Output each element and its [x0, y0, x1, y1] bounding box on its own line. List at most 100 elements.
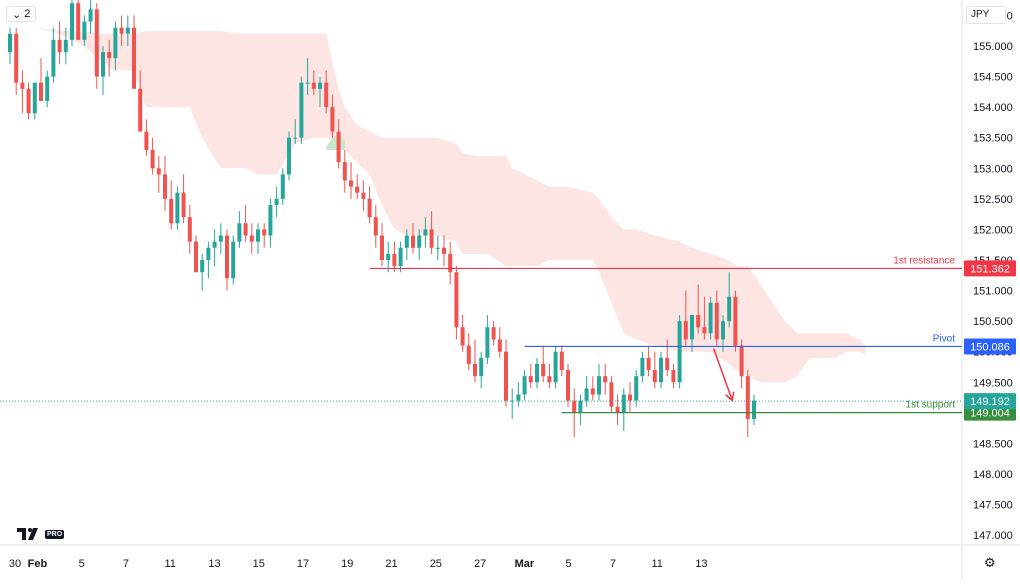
candle-body [237, 223, 242, 242]
candle-body [268, 204, 273, 236]
candle-body [349, 180, 353, 187]
candle-body [361, 192, 366, 199]
candle-body [652, 370, 657, 383]
candle-body [628, 394, 632, 401]
price-tick-label: 152.000 [973, 224, 1013, 236]
candle-body [547, 376, 552, 383]
candle-body [578, 400, 583, 413]
candle-body [714, 302, 719, 340]
level-price-tag-bg [964, 260, 1016, 277]
time-tick-label: 5 [79, 558, 85, 570]
level-label: 1st support [906, 400, 956, 411]
candle-body [212, 241, 217, 248]
price-tick-label: 150.500 [973, 316, 1013, 328]
candle-body [194, 241, 198, 273]
time-tick-label: 30 [9, 558, 21, 570]
price-tick-label: 154.500 [973, 72, 1013, 84]
time-tick-label: Mar [515, 558, 535, 570]
ichimoku-cloud [10, 27, 866, 383]
candle-body [597, 376, 601, 395]
candle-body [485, 327, 490, 358]
currency-selector[interactable]: JPY [966, 6, 1006, 24]
candle-body [63, 39, 68, 53]
candle-body [45, 76, 50, 102]
candle-body [584, 388, 589, 401]
candle-body [231, 241, 236, 279]
candle-body [26, 88, 31, 114]
candle-body [553, 351, 558, 383]
candle-body [590, 388, 595, 395]
candle-body [336, 131, 341, 163]
level-label: Pivot [933, 333, 955, 344]
time-tick-label: 27 [474, 558, 486, 570]
candle-body [82, 21, 87, 40]
candle-body [392, 253, 397, 267]
candle-body [640, 357, 645, 377]
price-tick-label: 154.000 [973, 102, 1013, 114]
time-tick-label: 7 [123, 558, 129, 570]
candle-body [516, 394, 521, 401]
candle-body [721, 321, 725, 340]
time-tick-label: 13 [208, 558, 220, 570]
candle-body [479, 357, 484, 377]
candle-body [311, 82, 316, 89]
candle-body [745, 376, 750, 419]
collapse-indicators-button[interactable]: ⌄ 2 [6, 6, 37, 22]
candle-body [702, 327, 707, 334]
time-tick-label: 11 [164, 558, 175, 570]
candle-body [187, 217, 192, 242]
candle-body [435, 247, 440, 249]
candle-body [429, 229, 434, 248]
candle-body [733, 296, 738, 346]
candle-body [621, 394, 626, 413]
candle-body [293, 137, 298, 139]
candle-body [169, 198, 174, 224]
candle-body [94, 9, 99, 77]
price-tick-label: 152.500 [973, 194, 1013, 206]
candle-body [423, 229, 428, 236]
candle-body [665, 357, 670, 371]
candle-body [448, 253, 453, 273]
candle-body [386, 253, 391, 260]
settings-icon[interactable]: ⚙ [984, 555, 996, 570]
time-tick-label: 7 [610, 558, 616, 570]
current-price-tag: 149.192 [970, 396, 1010, 408]
candle-body [559, 351, 564, 371]
candle-body [101, 52, 105, 77]
level-label: 1st resistance [893, 255, 955, 266]
candle-body [535, 363, 539, 383]
candle-body [609, 382, 614, 407]
candle-body [181, 192, 186, 218]
pro-badge: PRO [45, 529, 65, 539]
candles [8, 0, 756, 438]
candle-body [132, 27, 136, 89]
candle-body [411, 235, 415, 248]
candle-body [138, 88, 143, 132]
time-tick-label: 5 [566, 558, 572, 570]
candle-body [634, 376, 639, 401]
candle-body [113, 27, 118, 59]
forecast-arrow-head [725, 391, 735, 403]
candle-body [324, 82, 329, 108]
tradingview-icon [17, 528, 38, 540]
candle-body [256, 229, 260, 242]
candle-body [32, 82, 37, 114]
candle-body [51, 39, 56, 77]
candle-body [528, 376, 533, 383]
candle-body [20, 82, 25, 89]
candle-body [249, 235, 254, 242]
price-tick-label: 149.500 [973, 377, 1013, 389]
time-tick-label: 25 [430, 558, 442, 570]
candle-body [243, 223, 248, 236]
candle-body [572, 400, 577, 413]
candle-body [522, 376, 527, 395]
candle-body [200, 259, 205, 273]
candle-body [683, 321, 688, 340]
time-tick-label: 13 [695, 558, 707, 570]
candle-body [206, 247, 211, 260]
candle-body [355, 186, 360, 193]
candle-body [76, 3, 81, 40]
candle-body [739, 345, 744, 377]
